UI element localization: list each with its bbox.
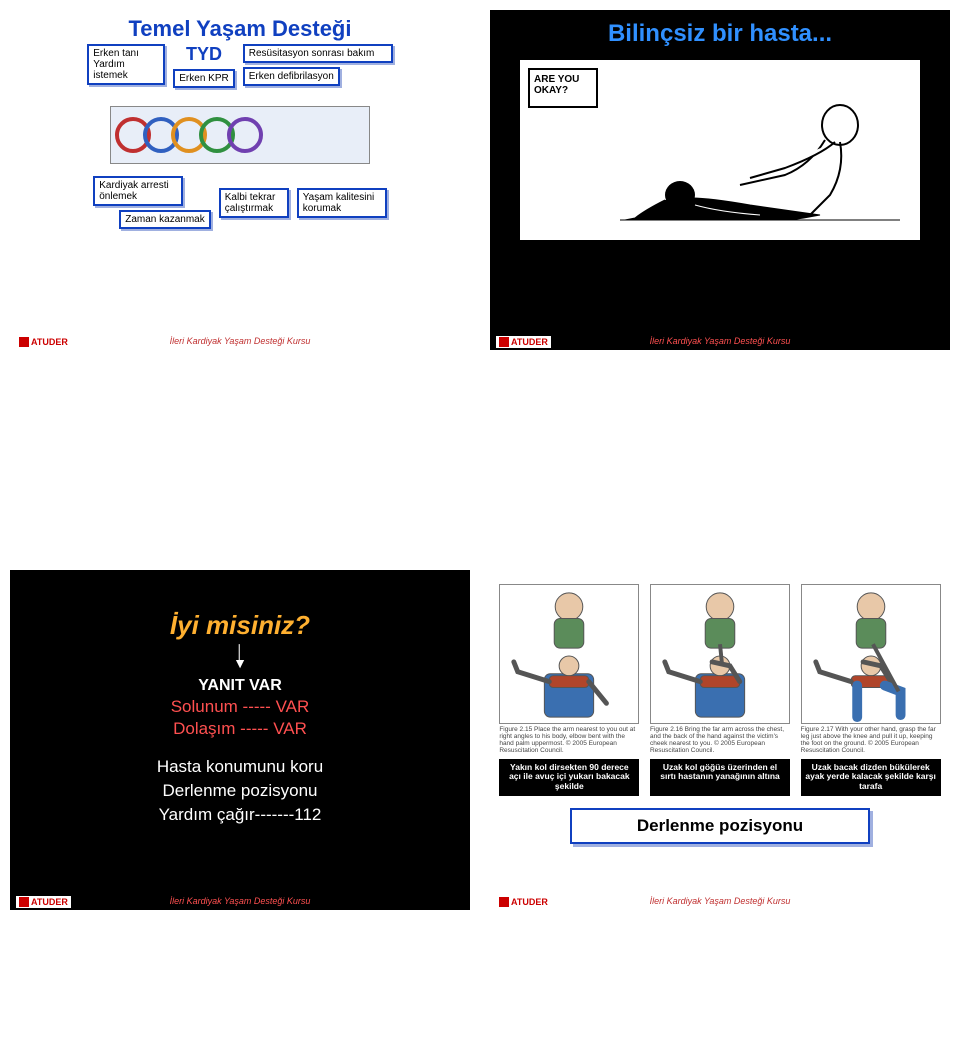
chain-of-survival-graphic — [110, 106, 370, 164]
text-derlenme: Derlenme pozisyonu — [10, 781, 470, 801]
heading-iyi-misiniz: İyi misiniz? — [10, 610, 470, 641]
slide-response-check: İyi misiniz? │▼ YANIT VAR Solunum ----- … — [10, 570, 470, 910]
slide-footer: İleri Kardiyak Yaşam Desteği Kursu — [10, 896, 470, 906]
text-yanit-var: YANIT VAR — [10, 677, 470, 695]
slide-unconscious-patient: Bilinçsiz bir hasta... ARE YOU OKAY? ATU… — [490, 10, 950, 350]
label-erken-kpr: Erken KPR — [173, 69, 234, 88]
slide-title: Bilinçsiz bir hasta... — [490, 10, 950, 54]
label-tyd-abbrev: TYD — [186, 44, 222, 65]
label-erken-defib: Erken defibrilasyon — [243, 67, 340, 86]
label-yasam-kalite: Yaşam kalitesini korumak — [297, 188, 387, 218]
slide-title: Temel Yaşam Desteği — [10, 10, 470, 44]
slide-recovery-position: Figure 2.15 Place the arm nearest to you… — [490, 570, 950, 910]
label-resus-bakim: Resüsitasyon sonrası bakım — [243, 44, 393, 63]
text-solunum: Solunum ----- VAR — [10, 697, 470, 717]
figure-source-caption: Figure 2.16 Bring the far arm across the… — [650, 724, 790, 757]
figure-step-2: Figure 2.16 Bring the far arm across the… — [650, 584, 790, 757]
slide-footer: İleri Kardiyak Yaşam Desteği Kursu — [490, 896, 950, 906]
slide-footer: İleri Kardiyak Yaşam Desteği Kursu — [10, 336, 470, 346]
label-zaman-kazanmak: Zaman kazanmak — [119, 210, 210, 229]
title-box-derlenme: Derlenme pozisyonu — [570, 808, 870, 844]
slide-footer: İleri Kardiyak Yaşam Desteği Kursu — [490, 336, 950, 346]
text-yardim-cagir: Yardım çağır-------112 — [10, 805, 470, 825]
figure-source-caption: Figure 2.15 Place the arm nearest to you… — [499, 724, 639, 757]
arrow-down-icon: │▼ — [10, 647, 470, 669]
illustration-check-response: ARE YOU OKAY? — [520, 60, 920, 240]
figure-step-3: Figure 2.17 With your other hand, grasp … — [801, 584, 941, 757]
label-erken-tani: Erken tanı Yardım istemek — [87, 44, 165, 85]
figure-caption-tr: Yakın kol dirsekten 90 derece açı ile av… — [499, 759, 639, 796]
text-dolasim: Dolaşım ----- VAR — [10, 719, 470, 739]
figure-step-1: Figure 2.15 Place the arm nearest to you… — [499, 584, 639, 757]
figure-source-caption: Figure 2.17 With your other hand, grasp … — [801, 724, 941, 757]
text-konum-koru: Hasta konumunu koru — [10, 757, 470, 777]
figure-caption-tr: Uzak kol göğüs üzerinden el sırtı hastan… — [650, 759, 790, 796]
speech-bubble: ARE YOU OKAY? — [528, 68, 598, 108]
label-kardiyak-arrest: Kardiyak arresti önlemek — [93, 176, 183, 206]
label-kalbi-tekrar: Kalbi tekrar çalıştırmak — [219, 188, 289, 218]
figure-caption-tr: Uzak bacak dizden bükülerek ayak yerde k… — [801, 759, 941, 796]
slide-chain-of-survival: Temel Yaşam Desteği Erken tanı Yardım is… — [10, 10, 470, 350]
